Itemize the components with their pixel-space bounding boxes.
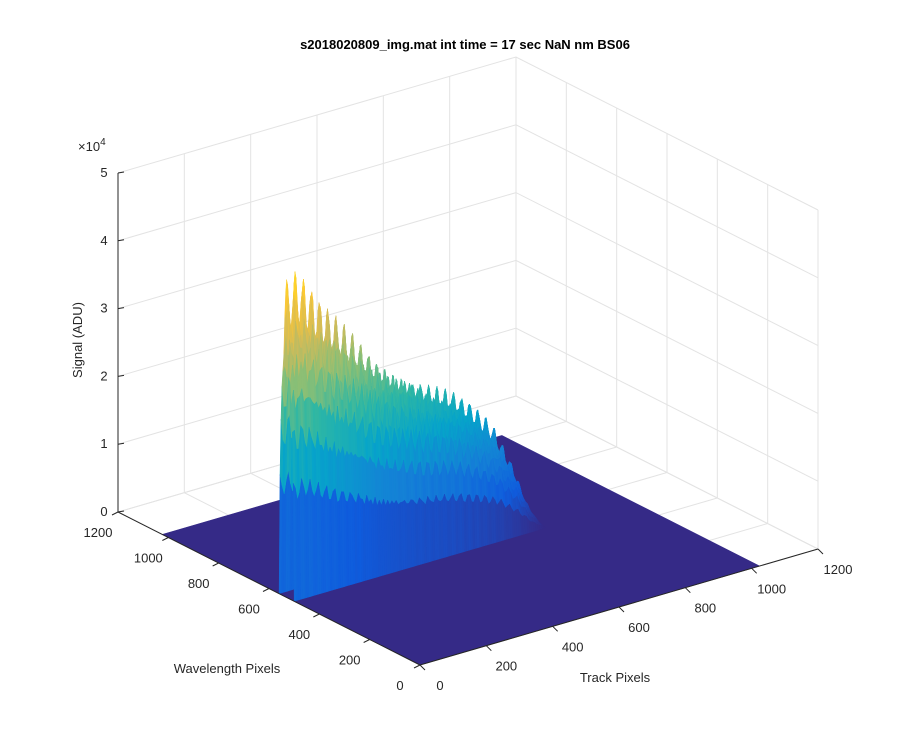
x-tick-mark-4 <box>684 587 691 594</box>
z-axis-label: Signal (ADU) <box>70 302 85 378</box>
y-tick-mark-5 <box>162 537 169 541</box>
grid-line-z-3 <box>117 192 819 347</box>
x-tick-label-1: 200 <box>495 659 517 674</box>
z-tick-label-5: 5 <box>100 165 107 180</box>
z-tick-mark-2 <box>117 374 125 377</box>
y-tick-label-2: 400 <box>288 627 310 642</box>
z-exponent-base: ×10 <box>78 139 100 154</box>
grid-line-z-1 <box>117 327 819 482</box>
z-tick-label-3: 3 <box>100 301 107 316</box>
y-tick-label-3: 600 <box>238 602 260 617</box>
x-tick-label-3: 600 <box>628 620 650 635</box>
grid-line-z-0 <box>117 395 819 550</box>
z-tick-mark-1 <box>117 442 125 445</box>
x-tick-mark-3 <box>618 606 625 613</box>
z-exponent-power: 4 <box>100 137 106 148</box>
z-tick-mark-0 <box>117 510 125 513</box>
tick-labels: 0200400600800100012000200400600800100012… <box>84 165 853 693</box>
y-tick-mark-4 <box>212 562 219 567</box>
z-tick-label-4: 4 <box>100 233 107 248</box>
grid-line-z-5 <box>117 56 819 211</box>
y-tick-label-5: 1000 <box>134 551 163 566</box>
x-tick-mark-0 <box>419 664 426 671</box>
z-exponent-label: ×104 <box>78 137 106 154</box>
x-tick-mark-2 <box>552 625 559 632</box>
surface-patch-1919 <box>292 483 297 602</box>
grid-line-z-4 <box>117 124 819 279</box>
signal-surface <box>161 271 761 666</box>
x-tick-label-6: 1200 <box>824 562 853 577</box>
chart-title: s2018020809_img.mat int time = 17 sec Na… <box>300 37 630 52</box>
z-tick-mark-5 <box>117 171 125 174</box>
x-tick-label-0: 0 <box>436 678 443 693</box>
x-tick-mark-1 <box>485 645 492 652</box>
y-tick-label-1: 200 <box>339 653 361 668</box>
y-tick-label-0: 0 <box>396 678 403 693</box>
x-tick-mark-6 <box>817 548 824 555</box>
y-tick-mark-3 <box>262 588 270 592</box>
x-tick-label-5: 1000 <box>757 581 786 596</box>
x-tick-mark-5 <box>751 567 758 574</box>
x-axis-label: Track Pixels <box>580 670 651 685</box>
y-tick-mark-1 <box>363 639 370 643</box>
y-tick-mark-6 <box>111 511 119 516</box>
z-tick-mark-3 <box>117 307 125 310</box>
axis-lines <box>111 171 824 671</box>
y-tick-label-6: 1200 <box>84 525 113 540</box>
y-tick-mark-0 <box>413 664 421 669</box>
y-tick-label-4: 800 <box>188 576 210 591</box>
x-tick-label-4: 800 <box>694 601 716 616</box>
y-tick-mark-2 <box>313 613 320 618</box>
z-tick-label-1: 1 <box>100 436 107 451</box>
z-tick-mark-4 <box>117 239 125 242</box>
grid-line-z-2 <box>117 259 819 414</box>
y-axis-label: Wavelength Pixels <box>174 661 281 676</box>
z-tick-label-0: 0 <box>100 504 107 519</box>
x-tick-label-2: 400 <box>562 639 584 654</box>
z-tick-label-2: 2 <box>100 368 107 383</box>
